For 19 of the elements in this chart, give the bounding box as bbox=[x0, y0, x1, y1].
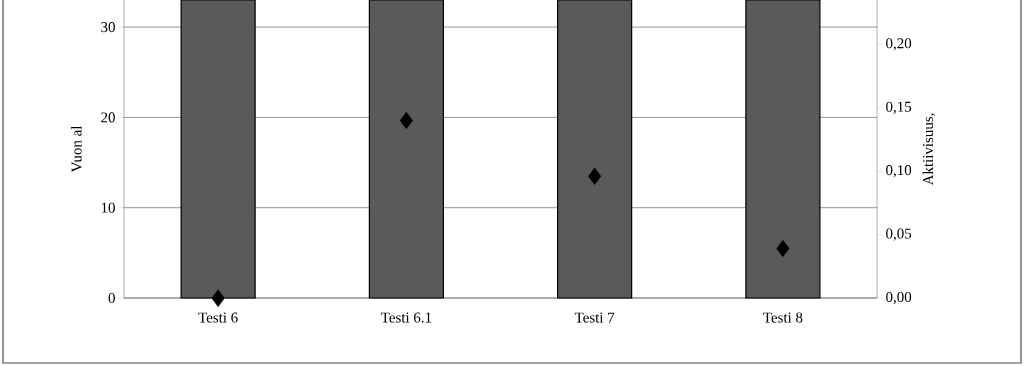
point bbox=[399, 111, 414, 130]
y2-tick-label: 0,15 bbox=[886, 101, 912, 114]
point bbox=[775, 239, 790, 258]
x-tick-label: Testi 6.1 bbox=[381, 312, 432, 323]
y-axis-title: Vuon al bbox=[71, 125, 82, 173]
y2-axis-title: Aktiivisuus, bbox=[922, 113, 936, 186]
point bbox=[211, 288, 226, 308]
y-tick-label: 20 bbox=[101, 112, 115, 123]
y2-tick-label: 0,10 bbox=[886, 165, 912, 178]
x-tick-label: Testi 6 bbox=[198, 312, 238, 323]
y-tick-label: 10 bbox=[101, 202, 115, 213]
y-tick-label: 30 bbox=[101, 22, 115, 33]
x-tick-label: Testi 8 bbox=[763, 312, 803, 323]
y2-tick-label: 0,05 bbox=[886, 228, 912, 241]
y2-tick-label: 0,20 bbox=[886, 38, 912, 51]
point bbox=[587, 167, 602, 186]
x-tick-label: Testi 7 bbox=[574, 312, 615, 323]
y-tick-label: 0 bbox=[108, 292, 115, 304]
y2-tick-label: 0,00 bbox=[886, 291, 912, 305]
